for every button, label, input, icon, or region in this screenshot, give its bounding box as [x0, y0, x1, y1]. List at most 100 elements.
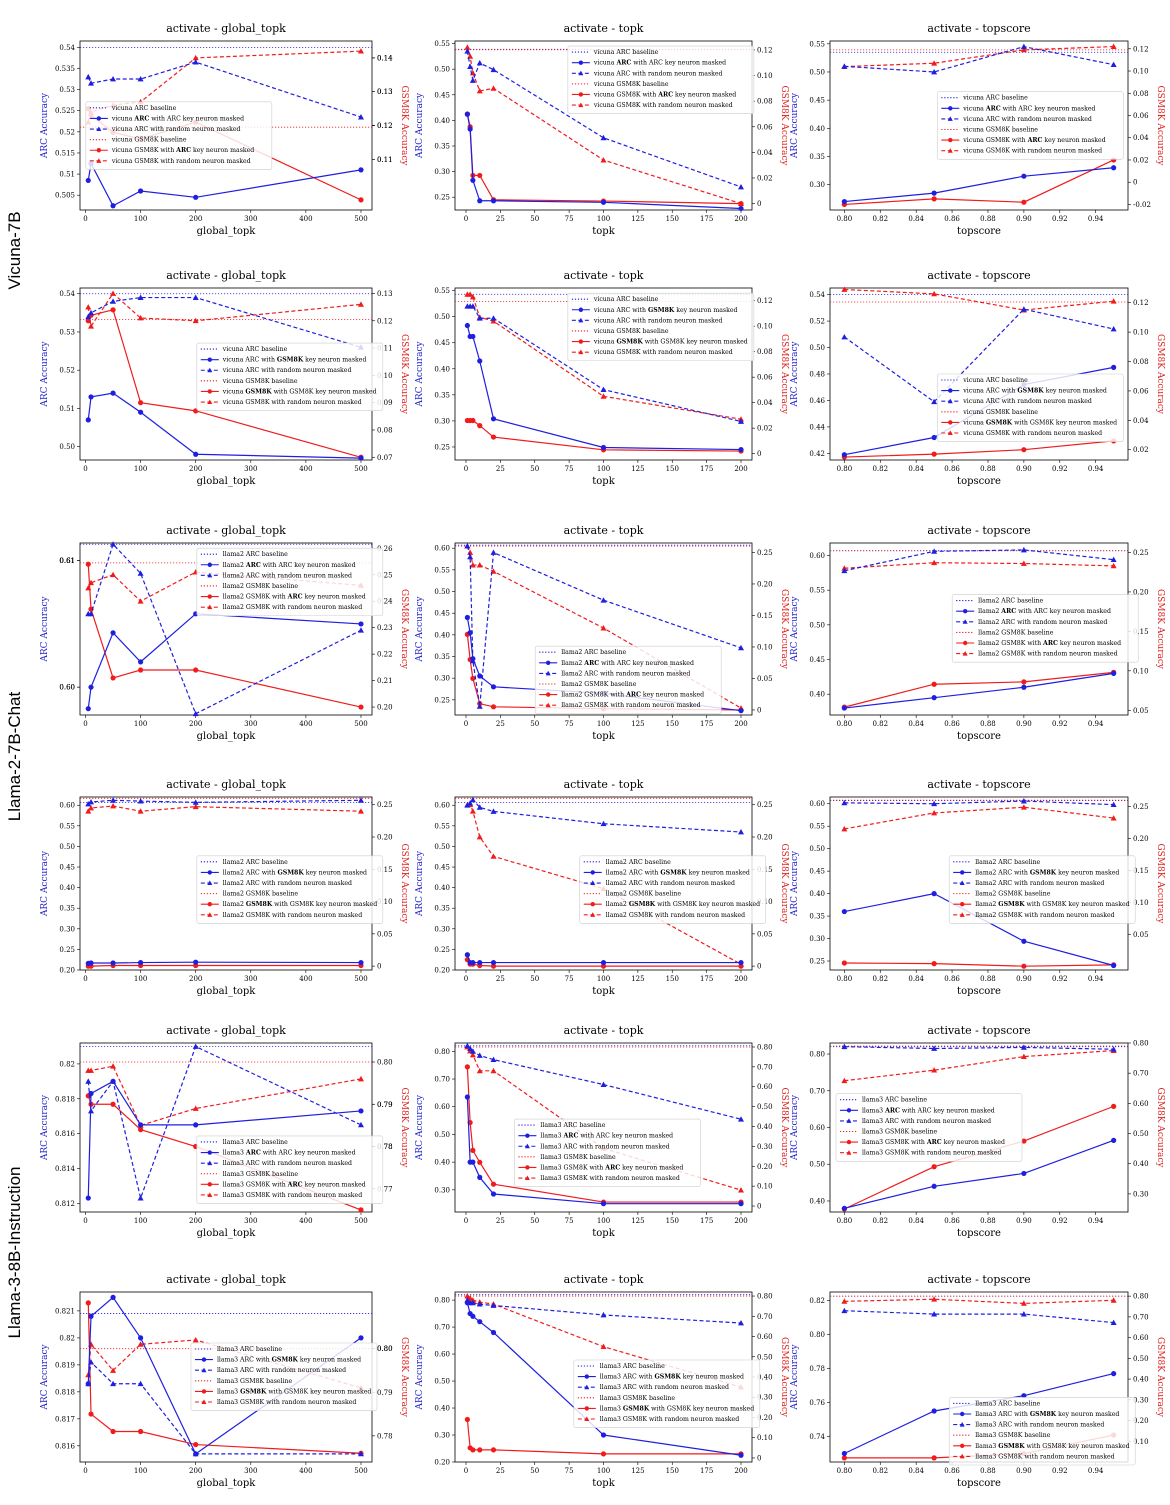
- arc-key-point: [1021, 938, 1027, 944]
- y-tick-label: 0.25: [59, 946, 75, 954]
- x-tick-label: 300: [244, 215, 257, 223]
- chart-title: activate - topk: [564, 778, 644, 791]
- legend-entry: llama2 ARC with random neuron masked: [223, 572, 352, 579]
- gsm-key-point: [490, 434, 497, 440]
- legend-marker: [96, 126, 102, 132]
- arc-random-line: [466, 1299, 742, 1324]
- y2-tick-label: 0.21: [377, 677, 393, 685]
- arc-random-line: [844, 46, 1114, 73]
- arc-key-point: [477, 198, 483, 204]
- y-axis-label: ARC Accuracy: [40, 1094, 50, 1161]
- legend-marker: [207, 1192, 213, 1197]
- gsm-key-point: [738, 200, 744, 207]
- gsm-random-point: [1110, 562, 1117, 569]
- gsm-random-point: [476, 87, 483, 94]
- legend-entry: llama3 GSM8K with random neuron masked: [540, 1175, 679, 1182]
- y2-tick-label: 0.25: [757, 549, 773, 557]
- arc-random-point: [467, 1045, 474, 1051]
- y2-tick-label: 0.79: [377, 1389, 393, 1397]
- y2-tick-label: 0.13: [377, 88, 393, 96]
- arc-random-point: [490, 549, 497, 555]
- y-tick-label: 0.35: [434, 142, 450, 150]
- x-tick-label: 0.82: [872, 215, 888, 223]
- gsm-random-point: [467, 53, 474, 59]
- y-tick-label: 0.61: [59, 557, 75, 565]
- y2-tick-label: 0.08: [1133, 90, 1149, 98]
- x-tick-label: 400: [299, 465, 312, 473]
- arc-random-line: [844, 308, 1114, 403]
- chart-panel-17: activate - topscore 0.80 0.82 0.84 0.86 0.88 0…: [790, 1273, 1165, 1489]
- gsm-key-point: [85, 561, 91, 567]
- y-tick-label: 0.30: [809, 935, 825, 943]
- gsm-random-point: [490, 853, 497, 859]
- arc-random-point: [1020, 1311, 1027, 1317]
- arc-key-point: [477, 1319, 483, 1325]
- arc-key-line: [88, 961, 361, 965]
- legend-marker: [207, 389, 212, 394]
- x-tick-label: 0.92: [1052, 1217, 1068, 1225]
- x-tick-label: 500: [354, 465, 367, 473]
- y-tick-label: 0.814: [55, 1165, 76, 1173]
- chart-panel-7: activate - topk 0 25 50 75 100 125 150 175 200 0.2…: [415, 524, 789, 742]
- legend: vicuna ARC baseline vicuna ARC with ARC k…: [567, 45, 755, 114]
- x-axis-label: global_topk: [197, 1228, 257, 1239]
- legend-marker: [947, 148, 953, 153]
- x-tick-label: 400: [299, 975, 312, 983]
- y2-tick-label: 0.20: [757, 580, 773, 588]
- y2-tick-label: 0.40: [757, 1123, 773, 1131]
- y2-tick-label: 0.05: [1133, 931, 1149, 939]
- gsm-key-point: [470, 1147, 476, 1153]
- y2-tick-label: 0.10: [377, 898, 393, 906]
- gsm-key-point: [1021, 963, 1027, 969]
- arc-random-point: [1020, 798, 1027, 804]
- legend: llama2 ARC baseline llama2 ARC with GSM8K…: [948, 855, 1136, 924]
- legend-marker: [207, 912, 213, 917]
- legend-marker: [959, 880, 965, 886]
- y2-tick-label: 0.12: [1133, 299, 1149, 307]
- legend-marker: [578, 102, 584, 108]
- y2-tick-label: 0.80: [757, 1043, 773, 1051]
- y2-tick-label: 0.20: [757, 1163, 773, 1171]
- arc-random-point: [137, 798, 144, 804]
- gsm-random-point: [1020, 804, 1027, 810]
- y2-tick-label: 0.06: [1133, 387, 1149, 395]
- legend-entry: llama3 ARC with random neuron masked: [540, 1143, 669, 1150]
- arc-key-point: [138, 659, 144, 665]
- gsm-random-point: [1110, 815, 1117, 821]
- y2-axis-label: GSM8K Accuracy: [399, 589, 409, 670]
- y2-tick-label: 0.80: [377, 1345, 393, 1353]
- arc-key-point: [138, 1335, 144, 1341]
- legend-entry: vicuna GSM8K baseline: [111, 137, 187, 144]
- arc-key-point: [1111, 962, 1117, 969]
- x-tick-label: 0.90: [1016, 720, 1032, 728]
- chart-title: activate - topk: [564, 1273, 644, 1286]
- arc-key-point: [467, 126, 473, 132]
- y2-tick-label: 0.05: [757, 675, 773, 683]
- gsm-random-point: [88, 804, 95, 811]
- legend-entry: vicuna ARC with random neuron masked: [962, 398, 1092, 405]
- y2-tick-label: 0.10: [377, 372, 393, 380]
- gsm-random-point: [490, 85, 497, 91]
- arc-key-point: [358, 1335, 364, 1341]
- y-tick-label: 0.25: [434, 194, 450, 202]
- legend-marker: [959, 1453, 965, 1459]
- y2-tick-label: 0.11: [377, 156, 393, 164]
- arc-random-point: [137, 1195, 144, 1201]
- arc-random-line: [87, 1045, 362, 1201]
- y2-tick-label: 0.04: [1133, 417, 1149, 425]
- arc-random-point: [476, 1301, 483, 1307]
- x-tick-label: 50: [530, 1467, 539, 1475]
- y2-tick-label: 0.24: [377, 598, 393, 606]
- x-axis-label: topscore: [957, 986, 1001, 997]
- y2-tick-label: 0.60: [1133, 1100, 1149, 1108]
- x-tick-label: 500: [354, 720, 367, 728]
- y-tick-label: 0.40: [809, 125, 825, 133]
- y-tick-label: 0.60: [809, 552, 825, 560]
- y2-tick-label: 0: [1133, 179, 1137, 187]
- legend-entry: vicuna ARC baseline: [222, 346, 288, 353]
- gsm-key-line: [87, 564, 362, 708]
- legend-entry: vicuna ARC with GSM8K key neuron masked: [222, 357, 367, 364]
- arc-key-point: [738, 1201, 744, 1207]
- legend-entry: llama3 ARC with ARC key neuron masked: [540, 1133, 673, 1140]
- y-tick-label: 0.54: [59, 44, 75, 52]
